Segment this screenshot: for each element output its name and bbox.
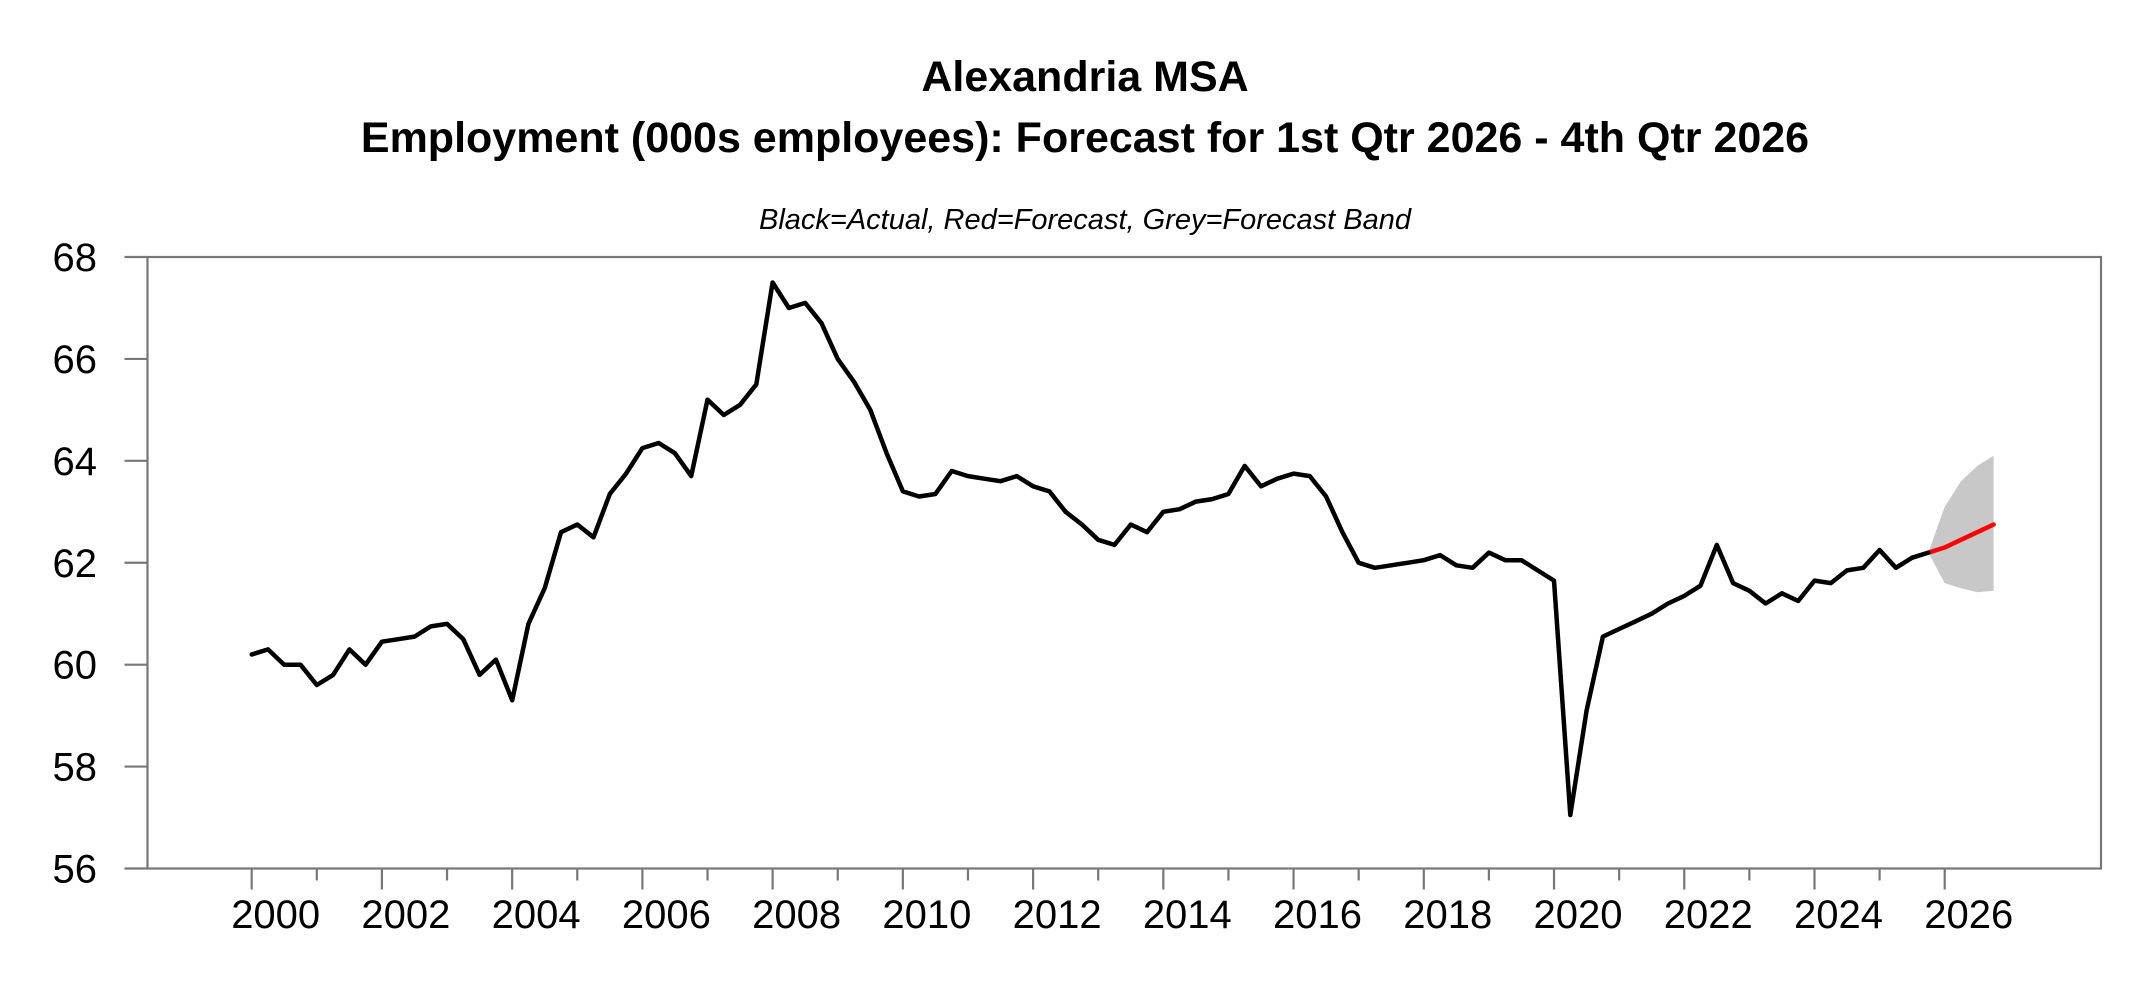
x-axis-tick-label: 2020: [1534, 893, 1623, 937]
y-axis-tick-label: 60: [53, 644, 98, 688]
x-axis-tick-label: 2012: [1013, 893, 1102, 937]
forecast-band: [1928, 455, 1994, 593]
forecast-line: [1926, 522, 1996, 555]
x-axis-tick-label: 2016: [1273, 893, 1362, 937]
x-axis-tick-label: 2002: [361, 893, 450, 937]
y-axis-tick-label: 66: [53, 338, 98, 382]
chart-title-line2: Employment (000s employees): Forecast fo…: [360, 114, 1810, 162]
y-axis-tick-label: 68: [53, 236, 98, 280]
x-axis-tick-label: 2024: [1794, 893, 1883, 937]
x-axis-tick-label: 2010: [882, 893, 971, 937]
x-axis-tick-label: 2008: [752, 893, 841, 937]
x-axis-tick-label: 2000: [231, 893, 320, 937]
y-axis-tick-label: 58: [53, 746, 98, 790]
y-axis-tick-label: 64: [53, 440, 98, 484]
x-axis-tick-label: 2014: [1143, 893, 1232, 937]
x-axis-tick-label: 2018: [1403, 893, 1492, 937]
chart-title-line1: Alexandria MSA: [921, 53, 1249, 101]
y-axis-tick-label: 62: [53, 542, 98, 586]
x-axis-tick-label: 2004: [492, 893, 581, 937]
x-axis-tick-label: 2026: [1924, 893, 2013, 937]
y-axis-tick-label: 56: [53, 848, 98, 892]
x-axis-tick-label: 2022: [1664, 893, 1753, 937]
x-axis-tick-label: 2006: [622, 893, 711, 937]
chart-legend-note: Black=Actual, Red=Forecast, Grey=Forecas…: [758, 204, 1411, 236]
plot-border: [146, 255, 2103, 870]
actual-line: [249, 280, 1931, 818]
